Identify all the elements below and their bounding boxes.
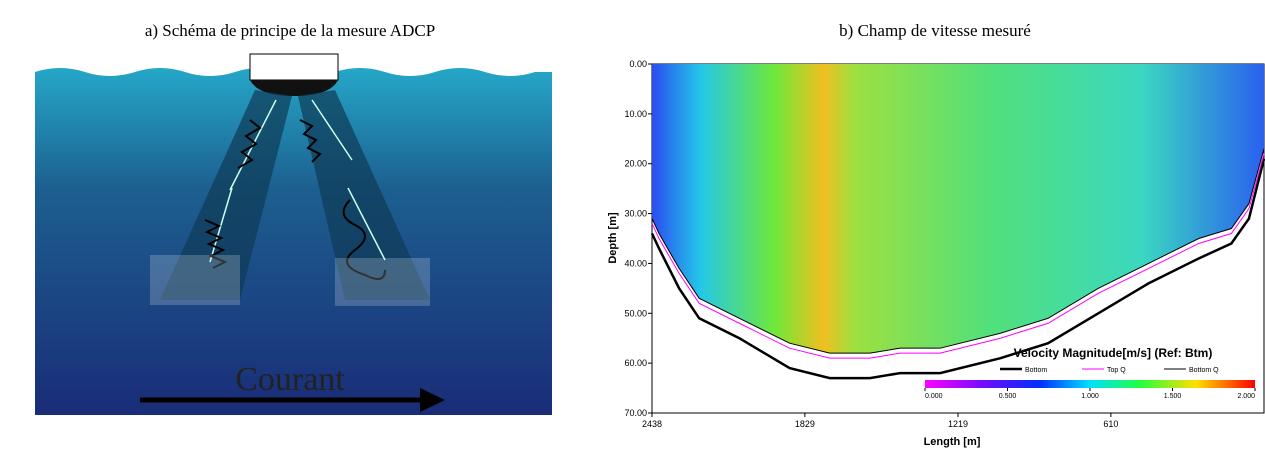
colorbar-tick-label: 2.000 [1237,393,1255,400]
y-tick-label: 70.00 [624,408,647,418]
current-label: Courant [235,361,345,398]
x-tick-label: 1219 [948,419,968,429]
colorbar-tick-label: 0.000 [925,393,943,400]
y-tick-label: 0.00 [629,59,647,69]
chart: 0.0010.0020.0030.0040.0050.0060.0070.002… [624,59,1265,429]
y-axis-title: Depth [m] [607,212,619,264]
y-tick-label: 50.00 [624,308,647,318]
x-tick-label: 610 [1103,419,1118,429]
legend-label: Bottom Q [1189,367,1219,374]
x-axis-title: Length [m] [924,436,981,448]
colorbar-tick-label: 0.500 [999,393,1017,400]
colorbar-tick-label: 1.500 [1164,393,1182,400]
adcp-schematic [35,53,552,415]
x-tick-label: 1829 [795,419,815,429]
x-tick-label: 2438 [642,419,662,429]
y-tick-label: 30.00 [624,209,647,219]
y-tick-label: 10.00 [624,109,647,119]
series-line [651,153,1265,359]
y-tick-label: 60.00 [624,358,647,368]
y-tick-label: 40.00 [624,258,647,268]
legend-label: Top Q [1107,367,1126,374]
caption-left: a) Schéma de principe de la mesure ADCP [145,21,435,40]
chart-title: b) Champ de vitesse mesuré [839,21,1031,40]
series-line [651,148,1265,354]
y-tick-label: 20.00 [624,159,647,169]
colorbar-title: Velocity Magnitude[m/s] (Ref: Btm) [1014,346,1213,360]
legend-label: Bottom [1025,367,1047,374]
colorbar-tick-label: 1.000 [1081,393,1099,400]
colorbar [925,380,1255,388]
series-line [650,158,1265,380]
